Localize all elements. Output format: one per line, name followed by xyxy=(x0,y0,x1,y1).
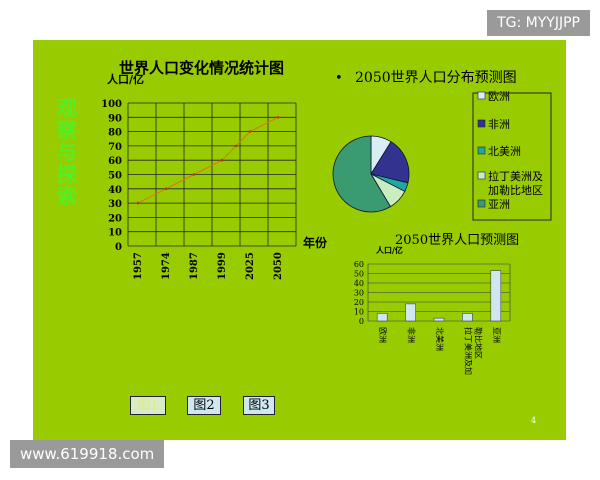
line-point xyxy=(276,116,280,119)
pie-legend-label: 欧洲 xyxy=(488,90,510,103)
figure-3-button[interactable]: 图3 xyxy=(243,396,275,415)
pie-legend-label: 非洲 xyxy=(488,118,510,131)
bar xyxy=(462,313,473,322)
bar xyxy=(376,313,388,322)
pie-legend-label: 拉丁美洲及 xyxy=(488,169,543,183)
page-number: 4 xyxy=(531,416,537,425)
bar-chart-title: 2050世界人口预测图 xyxy=(395,233,519,248)
pie-legend-swatch xyxy=(477,199,486,208)
line-xtick: 1999 xyxy=(217,252,228,280)
bar-ytick: 10 xyxy=(354,308,364,317)
pie-legend-swatch xyxy=(477,171,486,180)
bar xyxy=(490,270,502,322)
bar xyxy=(405,303,416,322)
pie-legend-swatch xyxy=(477,119,486,128)
line-point xyxy=(234,144,238,148)
line-ytick: 90 xyxy=(108,113,122,124)
bar xyxy=(433,317,445,322)
pie-legend-label: 北美洲 xyxy=(488,145,521,158)
bar-ytick: 30 xyxy=(354,289,364,298)
bar-ytick: 60 xyxy=(354,260,364,269)
pie-legend-label: 亚洲 xyxy=(488,198,510,211)
line-ytick: 80 xyxy=(108,128,122,139)
bar-xtick: 欧洲 xyxy=(378,327,388,343)
line-point xyxy=(248,130,252,133)
bar-ytick: 20 xyxy=(354,298,364,307)
bar-xtick: 亚洲 xyxy=(492,327,501,343)
pie-legend-swatch xyxy=(477,146,486,155)
line-ytick: 10 xyxy=(108,228,122,239)
line-chart-title: 世界人口变化情况统计图 xyxy=(119,59,284,77)
side-title: 观察与探索 xyxy=(57,96,77,208)
pie-slice xyxy=(370,141,410,184)
line-ytick: 0 xyxy=(115,242,122,253)
bar-ytick: 40 xyxy=(354,279,364,288)
line-ytick: 20 xyxy=(108,213,122,224)
figure-1-button[interactable]: 图1 xyxy=(130,396,166,415)
watermark-bottom: www.619918.com xyxy=(10,440,165,468)
pie-slice xyxy=(332,135,392,213)
bar-chart-ylabel: 人口/亿 xyxy=(376,245,403,255)
line-ytick: 30 xyxy=(108,199,122,210)
slide: 观察与探索 世界人口变化情况统计图 人口/亿 年份 0 10 20 30 40 50 60 70 80… xyxy=(33,40,566,440)
charts: 世界人口变化情况统计图人口/亿年份01020304050607080901001… xyxy=(101,59,552,375)
pie-legend-label: 加勒比地区 xyxy=(488,184,543,197)
line-point xyxy=(164,187,168,191)
line-ytick: 50 xyxy=(108,171,122,182)
line-xtick: 1974 xyxy=(161,252,172,280)
line-point xyxy=(192,173,196,176)
line-ytick: 70 xyxy=(108,142,122,153)
watermark-top: TG: MYYJJPP xyxy=(487,10,590,36)
bar-xtick: 拉丁美洲及加 xyxy=(463,327,473,375)
pie-bullet: • xyxy=(335,71,343,86)
line-xtick: 2050 xyxy=(273,252,284,280)
bar-xtick: 北美洲 xyxy=(435,327,445,351)
line-chart-xlabel: 年份 xyxy=(303,235,328,250)
line-ytick: 100 xyxy=(101,99,122,110)
bar-ytick: 50 xyxy=(354,270,364,279)
line-xtick: 1957 xyxy=(133,252,144,280)
line-point xyxy=(220,158,224,162)
line-xtick: 2025 xyxy=(245,252,256,280)
bar-xtick: 非洲 xyxy=(407,327,417,343)
bar-ytick: 0 xyxy=(359,317,364,326)
pie-legend-swatch xyxy=(477,91,486,100)
line-ytick: 60 xyxy=(108,156,122,167)
line-chart-ylabel: 人口/亿 xyxy=(107,72,144,86)
figure-2-button[interactable]: 图2 xyxy=(187,396,221,415)
pie-legend-box xyxy=(472,92,552,221)
line-point xyxy=(136,201,140,205)
pie-chart-title: 2050世界人口分布预测图 xyxy=(355,70,517,86)
line-xtick: 1987 xyxy=(189,252,200,280)
line-ytick: 40 xyxy=(108,185,122,196)
bar-xtick: 勒比地区 xyxy=(473,327,483,359)
